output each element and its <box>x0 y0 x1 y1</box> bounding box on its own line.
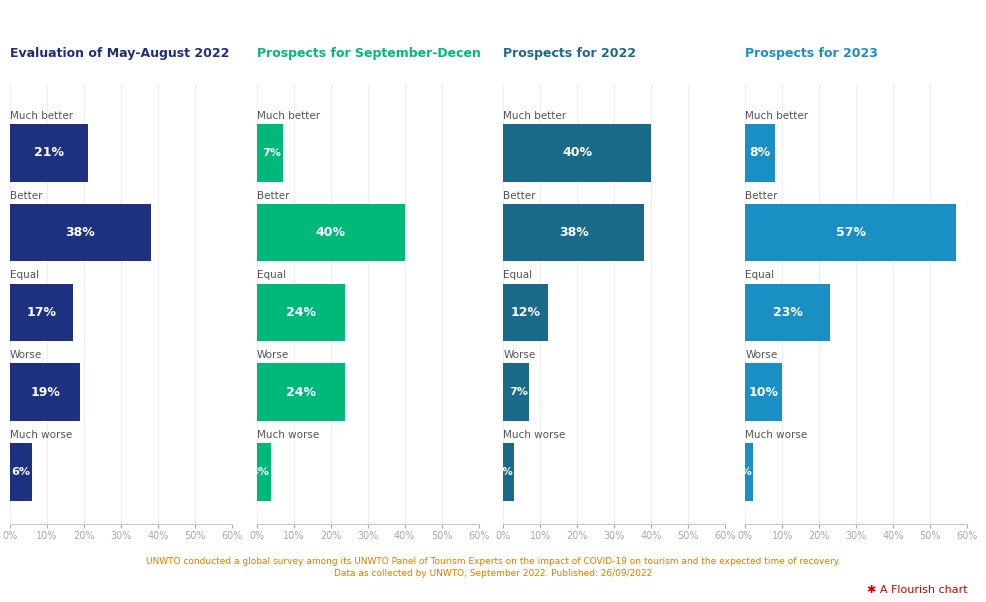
Bar <box>503 124 651 182</box>
Bar <box>256 124 282 182</box>
Text: Data as collected by UNWTO, September 2022. Published: 26/09/2022: Data as collected by UNWTO, September 20… <box>334 569 652 578</box>
Text: 24%: 24% <box>286 306 316 319</box>
Bar <box>744 204 955 261</box>
Text: 7%: 7% <box>262 148 281 158</box>
Text: Equal: Equal <box>10 270 39 281</box>
Text: Much better: Much better <box>744 111 808 121</box>
Text: 40%: 40% <box>316 226 345 239</box>
Bar <box>10 284 73 341</box>
Text: Better: Better <box>256 191 289 200</box>
Bar <box>10 364 80 421</box>
Text: 57%: 57% <box>835 226 865 239</box>
Text: Prospects for 2023: Prospects for 2023 <box>744 47 878 60</box>
Bar <box>503 284 547 341</box>
Text: 3%: 3% <box>495 467 513 477</box>
Text: Much worse: Much worse <box>256 430 318 440</box>
Text: Equal: Equal <box>503 270 532 281</box>
Text: 12%: 12% <box>510 306 540 319</box>
Text: Better: Better <box>503 191 535 200</box>
Text: 38%: 38% <box>558 226 588 239</box>
Bar <box>256 284 345 341</box>
Text: Much worse: Much worse <box>10 430 72 440</box>
Text: Worse: Worse <box>256 350 289 360</box>
Bar <box>256 364 345 421</box>
Text: Worse: Worse <box>10 350 42 360</box>
Text: 23%: 23% <box>772 306 802 319</box>
Text: Better: Better <box>10 191 42 200</box>
Bar <box>10 124 88 182</box>
Bar <box>744 443 752 501</box>
Text: 21%: 21% <box>34 146 64 160</box>
Bar <box>503 443 514 501</box>
Text: Worse: Worse <box>503 350 535 360</box>
Bar <box>256 204 404 261</box>
Text: 8%: 8% <box>748 146 770 160</box>
Text: Much better: Much better <box>10 111 73 121</box>
Text: 2%: 2% <box>733 467 750 477</box>
Bar <box>10 204 151 261</box>
Text: 7%: 7% <box>509 387 528 397</box>
Text: Much worse: Much worse <box>503 430 565 440</box>
Text: 17%: 17% <box>27 306 56 319</box>
Bar <box>744 284 829 341</box>
Text: Prospects for 2022: Prospects for 2022 <box>503 47 636 60</box>
Text: Much better: Much better <box>256 111 319 121</box>
Text: 4%: 4% <box>250 467 270 477</box>
Text: ✱ A Flourish chart: ✱ A Flourish chart <box>866 585 966 595</box>
Text: Equal: Equal <box>744 270 774 281</box>
Text: 19%: 19% <box>30 386 60 399</box>
Text: 6%: 6% <box>12 467 31 477</box>
Bar <box>256 443 271 501</box>
Text: Worse: Worse <box>744 350 777 360</box>
Text: Better: Better <box>744 191 777 200</box>
Text: Prospects for September-Decen: Prospects for September-Decen <box>256 47 480 60</box>
Bar <box>744 124 774 182</box>
Text: UNWTO conducted a global survey among its UNWTO Panel of Tourism Experts on the : UNWTO conducted a global survey among it… <box>146 557 840 566</box>
Text: 10%: 10% <box>748 386 778 399</box>
Text: Much better: Much better <box>503 111 566 121</box>
Bar <box>10 443 32 501</box>
Bar <box>503 364 528 421</box>
Text: 40%: 40% <box>562 146 592 160</box>
Text: 24%: 24% <box>286 386 316 399</box>
Text: Equal: Equal <box>256 270 286 281</box>
Text: Evaluation of May-August 2022: Evaluation of May-August 2022 <box>10 47 229 60</box>
Text: 38%: 38% <box>65 226 95 239</box>
Text: Much worse: Much worse <box>744 430 807 440</box>
Bar <box>503 204 643 261</box>
Bar <box>744 364 782 421</box>
